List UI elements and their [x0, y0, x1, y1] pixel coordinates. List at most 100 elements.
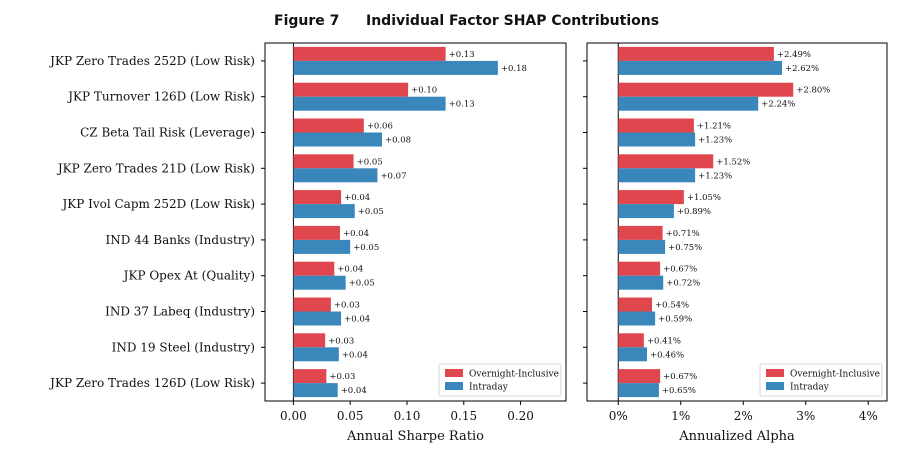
alpha-value-label: +2.80% — [796, 86, 830, 96]
category-label: JKP Zero Trades 252D (Low Risk) — [48, 54, 255, 68]
alpha-x-tick-label: 3% — [796, 409, 815, 423]
alpha-value-label: +0.65% — [662, 386, 696, 396]
alpha-bar-intraday — [618, 168, 696, 183]
alpha-bar-overnight — [618, 82, 794, 97]
alpha-value-label: +0.71% — [666, 229, 700, 239]
sharpe-legend-swatch — [445, 382, 463, 390]
sharpe-value-label: +0.05 — [358, 207, 384, 217]
sharpe-plot-frame — [264, 42, 567, 402]
sharpe-x-tick-label: 0.05 — [337, 409, 364, 423]
alpha-bar-overnight — [618, 333, 644, 348]
sharpe-value-label: +0.04 — [344, 193, 370, 203]
alpha-x-tick-label: 4% — [859, 409, 878, 423]
alpha-value-label: +0.89% — [677, 207, 711, 217]
alpha-bar-intraday — [618, 132, 696, 147]
sharpe-value-label: +0.08 — [385, 136, 411, 146]
sharpe-value-label: +0.10 — [411, 86, 437, 96]
category-label: JKP Zero Trades 126D (Low Risk) — [48, 376, 255, 390]
category-label: JKP Opex At (Quality) — [122, 269, 255, 283]
alpha-bar-overnight — [618, 297, 652, 312]
sharpe-value-label: +0.03 — [334, 301, 360, 311]
alpha-bar-overnight — [618, 118, 694, 133]
alpha-value-label: +0.54% — [655, 301, 689, 311]
alpha-value-label: +0.75% — [668, 243, 702, 253]
sharpe-bar-overnight — [293, 118, 364, 133]
alpha-x-tick-label: 2% — [734, 409, 753, 423]
sharpe-bar-intraday — [293, 275, 346, 290]
sharpe-bar-overnight — [293, 261, 335, 276]
alpha-value-label: +1.21% — [697, 122, 731, 132]
category-label: IND 37 Labeq (Industry) — [105, 305, 255, 319]
alpha-bar-intraday — [618, 383, 659, 398]
sharpe-value-label: +0.05 — [349, 279, 375, 289]
alpha-bar-intraday — [618, 60, 782, 75]
sharpe-x-tick-label: 0.00 — [280, 409, 307, 423]
alpha-value-label: +1.23% — [698, 136, 732, 146]
sharpe-bar-intraday — [293, 60, 498, 75]
alpha-legend-label: Overnight-Inclusive — [790, 370, 880, 380]
sharpe-value-label: +0.05 — [357, 157, 383, 167]
alpha-value-label: +1.52% — [716, 157, 750, 167]
sharpe-legend — [438, 363, 562, 397]
sharpe-value-label: +0.04 — [342, 350, 368, 360]
alpha-value-label: +0.46% — [650, 350, 684, 360]
sharpe-bar-intraday — [293, 96, 446, 111]
sharpe-bar-intraday — [293, 239, 351, 254]
figure-title: Individual Factor SHAP Contributions — [366, 13, 659, 29]
sharpe-value-label: +0.03 — [328, 336, 354, 346]
sharpe-bar-intraday — [293, 132, 382, 147]
sharpe-value-label: +0.04 — [344, 315, 370, 325]
alpha-value-label: +0.67% — [663, 265, 697, 275]
alpha-value-label: +0.67% — [663, 372, 697, 382]
alpha-legend-label: Intraday — [790, 383, 830, 393]
sharpe-x-tick-label: 0.20 — [507, 409, 534, 423]
alpha-legend-swatch — [766, 382, 784, 390]
category-label: IND 44 Banks (Industry) — [106, 233, 255, 247]
sharpe-ratio-chart: JKP Zero Trades 252D (Low Risk) +0.13 +0.1… — [48, 42, 567, 444]
alpha-value-label: +0.72% — [666, 279, 700, 289]
sharpe-x-tick-label: 0.10 — [394, 409, 421, 423]
alpha-bar-overnight — [618, 190, 684, 205]
alpha-bar-overnight — [618, 46, 774, 61]
sharpe-value-label: +0.06 — [367, 122, 393, 132]
sharpe-value-label: +0.04 — [341, 386, 367, 396]
alpha-legend — [759, 363, 883, 397]
sharpe-bar-intraday — [293, 168, 378, 183]
alpha-legend-swatch — [766, 369, 784, 377]
sharpe-bar-overnight — [293, 154, 354, 169]
sharpe-value-label: +0.04 — [343, 229, 369, 239]
alpha-value-label: +0.41% — [647, 336, 681, 346]
alpha-bar-overnight — [618, 225, 663, 240]
sharpe-value-label: +0.03 — [329, 372, 355, 382]
alpha-bar-intraday — [618, 96, 759, 111]
category-label: JKP Zero Trades 21D (Low Risk) — [56, 161, 255, 175]
alpha-chart: +2.49% +2.62% +2.80%+2.24% +1.21% +1.23% +1.5… — [583, 42, 888, 444]
sharpe-bar-overnight — [293, 46, 446, 61]
alpha-x-tick-label: 0% — [609, 409, 628, 423]
sharpe-bar-overnight — [293, 333, 326, 348]
alpha-bar-intraday — [618, 347, 647, 362]
alpha-value-label: +2.49% — [777, 50, 811, 60]
sharpe-x-axis-label: Annual Sharpe Ratio — [346, 429, 484, 444]
sharpe-bar-overnight — [293, 297, 331, 312]
sharpe-bar-intraday — [293, 347, 339, 362]
sharpe-legend-label: Intraday — [469, 383, 509, 393]
sharpe-bar-overnight — [293, 369, 327, 384]
alpha-value-label: +1.05% — [687, 193, 721, 203]
sharpe-value-label: +0.04 — [337, 265, 363, 275]
category-label: CZ Beta Tail Risk (Leverage) — [80, 126, 255, 140]
alpha-value-label: +2.62% — [785, 64, 819, 74]
alpha-bar-intraday — [618, 311, 656, 326]
alpha-bar-intraday — [618, 204, 674, 219]
sharpe-legend-label: Overnight-Inclusive — [469, 370, 559, 380]
sharpe-x-tick-label: 0.15 — [450, 409, 477, 423]
alpha-bar-overnight — [618, 154, 714, 169]
alpha-value-label: +2.24% — [761, 100, 795, 110]
sharpe-value-label: +0.13 — [449, 50, 475, 60]
sharpe-value-label: +0.13 — [449, 100, 475, 110]
sharpe-legend-swatch — [445, 369, 463, 377]
category-label: JKP Turnover 126D (Low Risk) — [66, 90, 255, 104]
sharpe-bar-intraday — [293, 311, 342, 326]
category-label: IND 19 Steel (Industry) — [112, 340, 255, 354]
